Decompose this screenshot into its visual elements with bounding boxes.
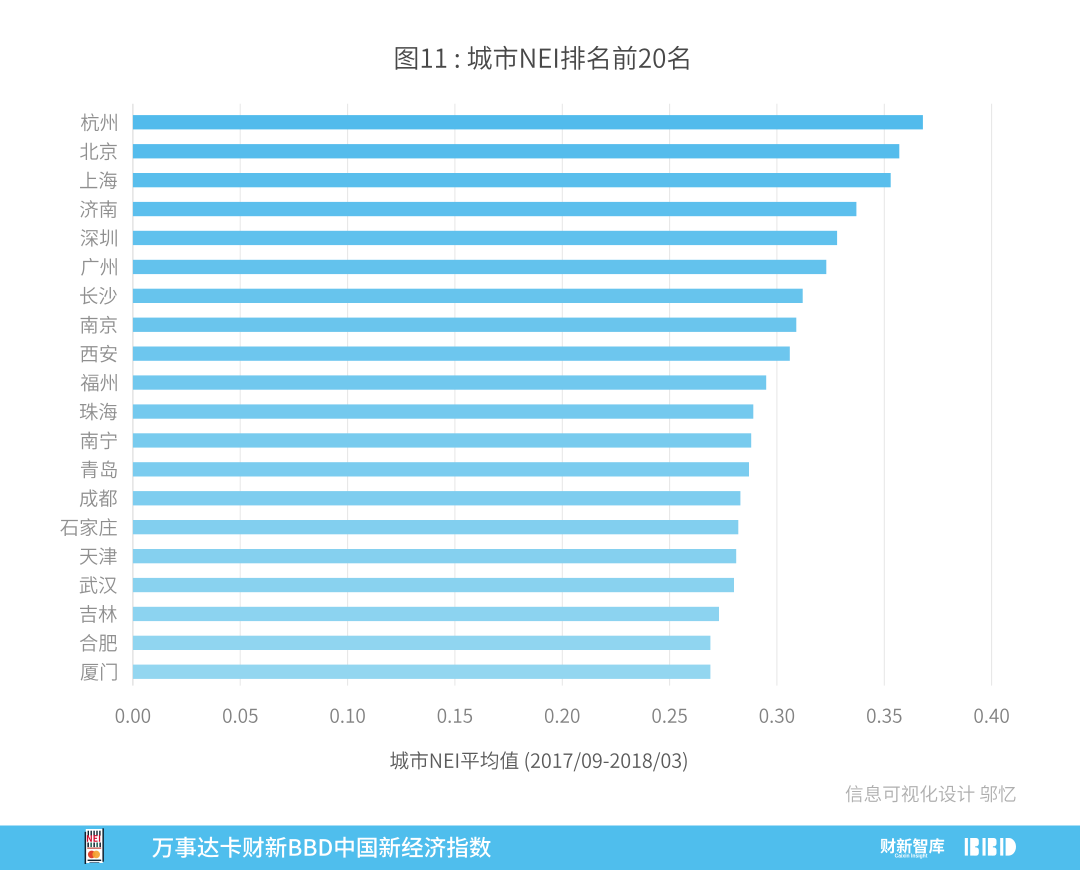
svg-text:Caixin Insight: Caixin Insight <box>895 854 928 860</box>
